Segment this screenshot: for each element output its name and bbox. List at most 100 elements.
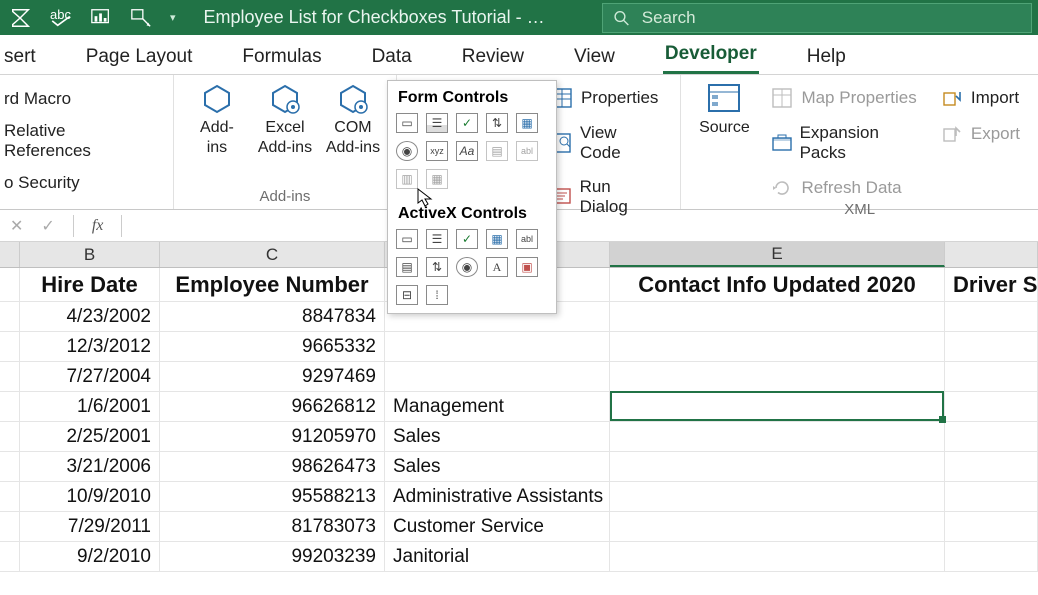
- listbox2-control-icon[interactable]: ▦: [426, 169, 448, 189]
- data-cell[interactable]: 96626812: [160, 392, 385, 422]
- properties-button[interactable]: Properties: [547, 85, 662, 111]
- data-cell[interactable]: [0, 422, 20, 452]
- import-button[interactable]: Import: [937, 85, 1024, 111]
- header-cell[interactable]: Hire Date: [20, 268, 160, 302]
- data-cell[interactable]: 12/3/2012: [20, 332, 160, 362]
- data-cell[interactable]: 91205970: [160, 422, 385, 452]
- data-cell[interactable]: [945, 392, 1038, 422]
- option-control-icon[interactable]: ◉: [396, 141, 418, 161]
- ax-scrollbar-icon[interactable]: ▤: [396, 257, 418, 277]
- spinner-control-icon[interactable]: ⇅: [486, 113, 508, 133]
- column-header[interactable]: B: [20, 242, 160, 267]
- data-cell[interactable]: 7/27/2004: [20, 362, 160, 392]
- qat-customize-icon[interactable]: ▾: [170, 11, 176, 24]
- combobox-control-icon[interactable]: ☰: [426, 113, 448, 133]
- tab-review[interactable]: Review: [460, 40, 526, 74]
- data-cell[interactable]: [0, 302, 20, 332]
- data-cell[interactable]: [945, 512, 1038, 542]
- data-cell[interactable]: [610, 542, 945, 572]
- ax-toggle-icon[interactable]: ⊟: [396, 285, 418, 305]
- listbox-control-icon[interactable]: ▦: [516, 113, 538, 133]
- data-cell[interactable]: 95588213: [160, 482, 385, 512]
- search-box[interactable]: [602, 3, 1032, 33]
- data-cell[interactable]: Customer Service: [385, 512, 610, 542]
- data-cell[interactable]: [0, 452, 20, 482]
- data-cell[interactable]: [945, 482, 1038, 512]
- ax-option-icon[interactable]: ◉: [456, 257, 478, 277]
- data-cell[interactable]: 9/2/2010: [20, 542, 160, 572]
- macro-security-button[interactable]: o Security: [0, 171, 155, 195]
- data-cell[interactable]: 10/9/2010: [20, 482, 160, 512]
- data-cell[interactable]: 2/25/2001: [20, 422, 160, 452]
- ax-checkbox-icon[interactable]: ✓: [456, 229, 478, 249]
- groupbox-control-icon[interactable]: xyz: [426, 141, 448, 161]
- column-header[interactable]: [0, 242, 20, 267]
- ins-button[interactable]: Add-ins: [188, 81, 246, 157]
- data-cell[interactable]: [0, 512, 20, 542]
- tab-data[interactable]: Data: [370, 40, 414, 74]
- column-header[interactable]: [945, 242, 1038, 267]
- data-cell[interactable]: [610, 392, 945, 422]
- data-cell[interactable]: [610, 362, 945, 392]
- data-cell[interactable]: [610, 512, 945, 542]
- tab-view[interactable]: View: [572, 40, 617, 74]
- tab-sert[interactable]: sert: [2, 40, 38, 74]
- data-cell[interactable]: [945, 362, 1038, 392]
- ax-textbox-icon[interactable]: abl: [516, 229, 538, 249]
- data-cell[interactable]: [945, 542, 1038, 572]
- data-cell[interactable]: Management: [385, 392, 610, 422]
- cancel-icon[interactable]: ✕: [10, 216, 23, 236]
- data-cell[interactable]: 99203239: [160, 542, 385, 572]
- column-header[interactable]: E: [610, 242, 945, 267]
- header-cell[interactable]: [0, 268, 20, 302]
- confirm-icon[interactable]: ✓: [41, 216, 54, 236]
- scrollbar-control-icon[interactable]: ▤: [486, 141, 508, 161]
- ax-image-icon[interactable]: ▣: [516, 257, 538, 277]
- label-control-icon[interactable]: Aa: [456, 141, 478, 161]
- view-code-button[interactable]: View Code: [547, 121, 662, 165]
- data-cell[interactable]: Sales: [385, 422, 610, 452]
- data-cell[interactable]: Sales: [385, 452, 610, 482]
- data-cell[interactable]: 9297469: [160, 362, 385, 392]
- source-button[interactable]: Source: [695, 81, 753, 137]
- tab-page-layout[interactable]: Page Layout: [84, 40, 195, 74]
- button-control-icon[interactable]: ▭: [396, 113, 418, 133]
- ax-combobox-icon[interactable]: ☰: [426, 229, 448, 249]
- relative-references-button[interactable]: Relative References: [0, 119, 155, 163]
- trace-icon[interactable]: [130, 7, 152, 29]
- chart-icon[interactable]: [90, 7, 112, 29]
- data-cell[interactable]: 4/23/2002: [20, 302, 160, 332]
- search-input[interactable]: [642, 8, 1021, 28]
- spellcheck-icon[interactable]: abc: [50, 7, 72, 29]
- data-cell[interactable]: [945, 302, 1038, 332]
- expansion-packs-button[interactable]: Expansion Packs: [767, 121, 922, 165]
- data-cell[interactable]: [610, 452, 945, 482]
- data-cell[interactable]: 8847834: [160, 302, 385, 332]
- tab-developer[interactable]: Developer: [663, 37, 759, 74]
- ax-spin-icon[interactable]: ⇅: [426, 257, 448, 277]
- autosum-icon[interactable]: [10, 7, 32, 29]
- ax-more-icon[interactable]: ⁞: [426, 285, 448, 305]
- data-cell[interactable]: [0, 362, 20, 392]
- checkbox-control-icon[interactable]: ✓: [456, 113, 478, 133]
- data-cell[interactable]: [0, 332, 20, 362]
- header-cell[interactable]: Contact Info Updated 2020: [610, 268, 945, 302]
- tab-help[interactable]: Help: [805, 40, 848, 74]
- data-cell[interactable]: [385, 362, 610, 392]
- map-properties-button[interactable]: Map Properties: [767, 85, 922, 111]
- textfield-control-icon[interactable]: abl: [516, 141, 538, 161]
- header-cell[interactable]: Employee Number: [160, 268, 385, 302]
- data-cell[interactable]: 81783073: [160, 512, 385, 542]
- data-cell[interactable]: [945, 422, 1038, 452]
- combo2-control-icon[interactable]: ▥: [396, 169, 418, 189]
- column-header[interactable]: C: [160, 242, 385, 267]
- data-cell[interactable]: [0, 482, 20, 512]
- data-cell[interactable]: [385, 332, 610, 362]
- data-cell[interactable]: [945, 332, 1038, 362]
- record-macro-button[interactable]: rd Macro: [0, 87, 155, 111]
- ax-button-icon[interactable]: ▭: [396, 229, 418, 249]
- tab-formulas[interactable]: Formulas: [240, 40, 323, 74]
- data-cell[interactable]: 7/29/2011: [20, 512, 160, 542]
- refresh-data-button[interactable]: Refresh Data: [767, 175, 922, 201]
- run-dialog-button[interactable]: Run Dialog: [547, 175, 662, 219]
